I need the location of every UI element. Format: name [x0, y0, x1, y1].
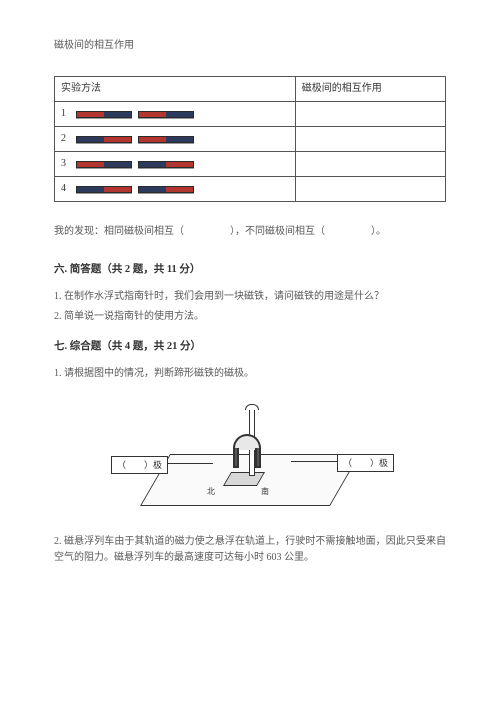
- magnet-left: [76, 161, 132, 168]
- finding-line: 我的发现：相同磁极间相互（ ），不同磁极间相互（ ）。: [54, 224, 446, 240]
- pole-red: [77, 112, 104, 117]
- interaction-cell: [295, 177, 445, 202]
- pole-red: [139, 137, 166, 142]
- experiment-table: 实验方法 磁极间的相互作用 1 2 3 4: [54, 76, 446, 202]
- q6-1: 1. 在制作水浮式指南针时，我们会用到一块磁铁，请问磁铁的用途是什么？: [54, 289, 446, 305]
- pole-red: [104, 187, 131, 192]
- finding-mid: ），不同磁极间相互（: [230, 226, 325, 237]
- magnet-left: [76, 111, 132, 118]
- row-number: 1: [61, 106, 73, 122]
- pole-label-right: （ ）极: [337, 454, 394, 472]
- interaction-cell: [295, 152, 445, 177]
- method-cell: 3: [55, 152, 296, 177]
- method-cell: 2: [55, 127, 296, 152]
- pole-red: [166, 162, 193, 167]
- pole-red: [139, 112, 166, 117]
- magnet-right: [138, 111, 194, 118]
- row-number: 3: [61, 156, 73, 172]
- col-method: 实验方法: [55, 77, 296, 102]
- row-number: 2: [61, 131, 73, 147]
- col-interaction: 磁极间的相互作用: [295, 77, 445, 102]
- magnet-right: [138, 161, 194, 168]
- pole-red: [166, 187, 193, 192]
- magnet-left: [76, 186, 132, 193]
- stand-hook: [245, 404, 259, 410]
- table-row: 2: [55, 127, 446, 152]
- q7-2: 2. 磁悬浮列车由于其轨道的磁力使之悬浮在轨道上，行驶时不需接触地面，因此只受来…: [54, 534, 446, 566]
- q6-2: 2. 简单说一说指南针的使用方法。: [54, 309, 446, 325]
- pole-blue: [166, 112, 193, 117]
- pole-blue: [139, 187, 166, 192]
- pole-blue: [139, 162, 166, 167]
- q7-1: 1. 请根据图中的情况，判断蹄形磁铁的磁极。: [54, 366, 446, 382]
- horseshoe-magnet: [233, 434, 261, 464]
- pole-blue: [77, 137, 104, 142]
- table-row: 3: [55, 152, 446, 177]
- compass-label-n: 北: [207, 486, 215, 499]
- pole-blue: [77, 187, 104, 192]
- interaction-cell: [295, 102, 445, 127]
- section-7-head: 七. 综合题（共 4 题，共 21 分）: [54, 339, 446, 356]
- finding-suffix: ）。: [371, 226, 386, 237]
- finding-prefix: 我的发现：相同磁极间相互（: [54, 226, 184, 237]
- row-number: 4: [61, 181, 73, 197]
- method-cell: 4: [55, 177, 296, 202]
- leader-line-right: [291, 461, 337, 462]
- pole-blue: [166, 137, 193, 142]
- pole-blue: [104, 112, 131, 117]
- method-cell: 1: [55, 102, 296, 127]
- interaction-cell: [295, 127, 445, 152]
- page-title: 磁极间的相互作用: [54, 38, 446, 54]
- pole-red: [104, 137, 131, 142]
- pole-red: [77, 162, 104, 167]
- pole-label-left: （ ）极: [111, 456, 168, 474]
- magnet-right: [138, 136, 194, 143]
- magnet-left: [76, 136, 132, 143]
- pole-blue: [104, 162, 131, 167]
- magnet-right: [138, 186, 194, 193]
- horseshoe-diagram: 北 南 （ ）极 （ ）极: [115, 396, 385, 516]
- section-6-head: 六. 简答题（共 2 题，共 11 分）: [54, 262, 446, 279]
- table-row: 1: [55, 102, 446, 127]
- table-row: 4: [55, 177, 446, 202]
- compass-label-s: 南: [261, 486, 269, 499]
